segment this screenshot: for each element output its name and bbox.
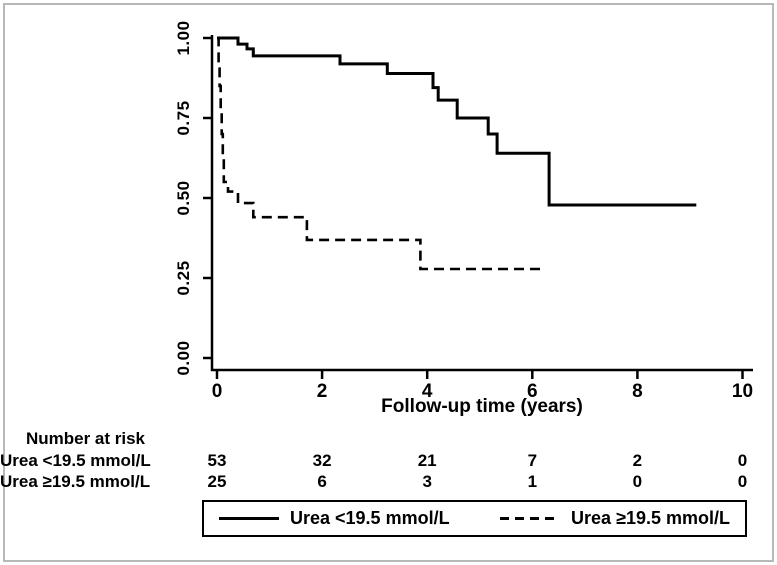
risk-count: 21 xyxy=(417,451,437,470)
risk-row-label: Urea <19.5 mmol/L xyxy=(0,451,151,470)
risk-row-label: Urea ≥19.5 mmol/L xyxy=(0,472,151,491)
x-tick-label: 2 xyxy=(316,381,328,402)
risk-count: 32 xyxy=(312,451,332,470)
legend-label: Urea ≥19.5 mmol/L xyxy=(571,508,730,528)
y-tick-label: 0.50 xyxy=(174,180,193,216)
x-tick-label: 4 xyxy=(421,381,433,402)
risk-count: 0 xyxy=(737,472,748,491)
risk-count: 1 xyxy=(527,472,538,491)
risk-count: 6 xyxy=(317,472,327,491)
legend-entry: Urea ≥19.5 mmol/L xyxy=(500,508,730,529)
y-tick-label: 0.00 xyxy=(174,340,193,376)
risk-count: 3 xyxy=(422,472,432,491)
legend-label: Urea <19.5 mmol/L xyxy=(290,508,450,528)
risk-count: 25 xyxy=(207,472,227,491)
x-tick-label: 6 xyxy=(527,381,538,402)
x-tick-label: 0 xyxy=(211,381,223,402)
y-tick-label: 1.00 xyxy=(174,20,193,56)
risk-count: 0 xyxy=(737,451,748,470)
km-curve-solid xyxy=(217,36,697,207)
solid-line-sample-icon xyxy=(219,517,279,520)
risk-count: 0 xyxy=(632,472,643,491)
y-tick-label: 0.75 xyxy=(174,100,193,136)
risk-table-title: Number at risk xyxy=(25,429,145,448)
axes-lines xyxy=(210,35,753,372)
y-tick-label: 0.25 xyxy=(174,260,193,296)
legend-box: Urea <19.5 mmol/L Urea ≥19.5 mmol/L xyxy=(202,500,747,537)
legend-entry: Urea <19.5 mmol/L xyxy=(219,508,450,529)
x-tick-label: 10 xyxy=(731,381,754,402)
risk-count: 2 xyxy=(632,451,643,470)
dashed-line-sample-icon xyxy=(500,517,561,520)
risk-count: 53 xyxy=(207,451,227,470)
x-axis-title: Follow-up time (years) xyxy=(381,396,583,417)
figure-border xyxy=(3,3,774,562)
km-curve-dashed xyxy=(217,36,544,271)
risk-count: 7 xyxy=(527,451,538,470)
x-tick-label: 8 xyxy=(632,381,643,402)
